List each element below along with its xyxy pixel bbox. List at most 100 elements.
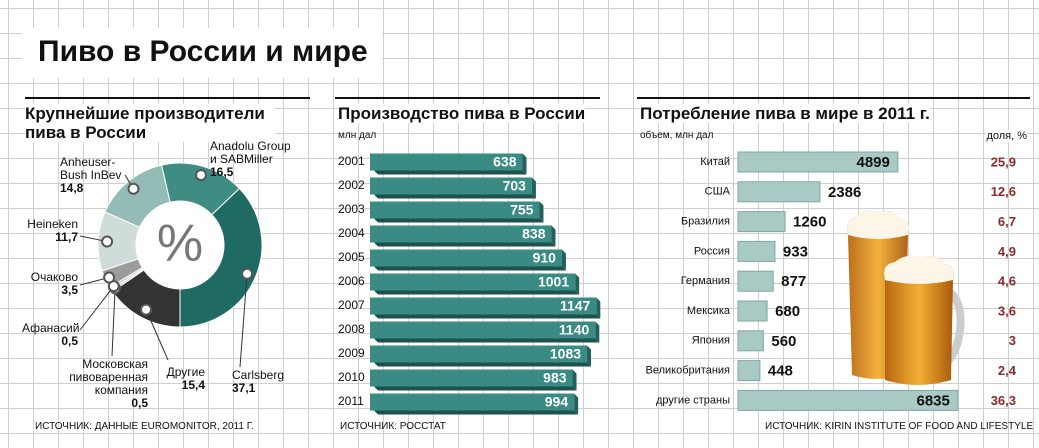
value-label: 2386 <box>828 184 861 201</box>
bar <box>370 345 588 363</box>
bar-group <box>370 321 600 343</box>
y-tick-label: Великобритания <box>646 365 731 377</box>
bar-shadow <box>374 290 580 295</box>
y-tick-label: 2002 <box>338 178 365 192</box>
bar-shadow <box>374 242 556 247</box>
bar <box>370 249 562 267</box>
leader-dot <box>241 267 254 280</box>
bar <box>737 389 959 411</box>
bar-shadow <box>374 410 579 415</box>
bar-shadow <box>374 194 536 199</box>
bar-group <box>370 201 544 223</box>
bar-side <box>561 249 566 271</box>
bar <box>737 330 764 352</box>
slice-value: 3,5 <box>61 283 78 297</box>
slice-name: Heineken <box>27 217 78 231</box>
bar-shadow <box>374 314 601 319</box>
y-tick-label: 2010 <box>338 370 365 384</box>
bar <box>370 273 576 291</box>
y-tick-label: 2001 <box>338 154 365 168</box>
source: ИСТОЧНИК: ДАННЫЕ EUROMONITOR, 2011 Г. <box>35 421 254 432</box>
y-tick-label: 2006 <box>338 274 365 288</box>
bar-side <box>596 297 601 319</box>
slice-name: Московская пивоваренная компания <box>69 357 148 397</box>
slice-name: Афанасий <box>22 321 80 335</box>
share-label: 6,7 <box>998 214 1016 229</box>
bar <box>737 211 786 233</box>
bar-side <box>539 201 544 223</box>
bar-side <box>574 393 579 415</box>
value-label: 933 <box>783 243 808 260</box>
bar <box>737 270 774 292</box>
slice-value: 16,5 <box>210 165 234 179</box>
bar-group <box>370 273 580 295</box>
share-label: 4,9 <box>998 244 1016 259</box>
value-label: 983 <box>543 370 567 386</box>
value-label: 1260 <box>793 214 826 231</box>
value-label: 680 <box>775 303 800 320</box>
bar <box>370 201 540 219</box>
bar <box>370 321 596 339</box>
slice-value: 0,5 <box>61 334 78 348</box>
source: ИСТОЧНИК: KIRIN INSTITUTE OF FOOD AND LI… <box>765 421 1034 432</box>
bar-group <box>370 297 601 319</box>
value-label: 877 <box>781 273 806 290</box>
value-label: 4899 <box>856 154 889 171</box>
bar-shadow <box>374 218 544 223</box>
bar <box>737 300 768 322</box>
bar <box>370 153 523 171</box>
bar-side <box>551 225 556 247</box>
slice-label: Carlsberg 37,1 <box>232 369 292 395</box>
slice-value: 15,4 <box>181 378 205 392</box>
unit-label: млн дал <box>338 130 377 141</box>
bar-shadow <box>374 266 566 271</box>
value-label: 1001 <box>538 274 569 290</box>
y-tick-label: 2009 <box>338 346 365 360</box>
value-label: 1147 <box>560 298 591 314</box>
leader-dot <box>101 235 114 248</box>
share-label: 3 <box>1009 333 1016 348</box>
leader-dot <box>127 182 140 195</box>
beer-mugs <box>847 210 965 385</box>
slice-name: Anheuser- Bush InBev <box>60 155 122 182</box>
y-tick-label: Мексика <box>687 305 731 317</box>
slice-value: 37,1 <box>232 381 256 395</box>
y-tick-label: Китай <box>700 156 730 168</box>
y-tick-label: другие страны <box>656 394 730 406</box>
source: ИСТОЧНИК: РОССТАТ <box>340 421 446 432</box>
slice-label: Московская пивоваренная компания 0,5 <box>30 358 148 410</box>
center-label: % <box>157 215 203 273</box>
slice-name: Anadolu Group и SABMiller <box>210 139 291 166</box>
bar-group <box>370 393 579 415</box>
value-label: 448 <box>768 363 793 380</box>
bar <box>370 393 575 411</box>
y-tick-label: США <box>705 186 731 198</box>
bar-side <box>522 153 527 175</box>
y-tick-label: Германия <box>681 275 730 287</box>
share-label: 3,6 <box>998 303 1016 318</box>
page-title: Пиво в России и мире <box>38 34 368 70</box>
slice-label: Другие 15,4 <box>150 366 205 392</box>
y-tick-label: 2007 <box>338 298 365 312</box>
y-tick-label: 2003 <box>338 202 365 216</box>
share-unit-label: доля, % <box>986 130 1027 142</box>
slice-label: Афанасий 0,5 <box>22 321 80 348</box>
value-label: 703 <box>503 178 527 194</box>
slice-label: Heineken 11,7 <box>22 218 78 244</box>
bar-group <box>370 153 527 175</box>
bar-group <box>370 249 566 271</box>
slice-value: 11,7 <box>55 230 78 244</box>
slice-value: 14,8 <box>60 181 84 195</box>
leader-line <box>239 273 248 368</box>
y-tick-label: 2004 <box>338 226 365 240</box>
bar <box>370 297 597 315</box>
slice-label: Anadolu Group и SABMiller 16,5 <box>210 140 300 179</box>
slice-value: 0,5 <box>131 396 148 410</box>
value-label: 910 <box>533 250 557 266</box>
y-tick-label: Япония <box>692 335 730 347</box>
share-label: 2,4 <box>998 363 1017 378</box>
bar-group <box>370 345 592 367</box>
bar <box>737 240 776 262</box>
chart-title: Крупнейшие производители пива в России <box>25 104 275 142</box>
